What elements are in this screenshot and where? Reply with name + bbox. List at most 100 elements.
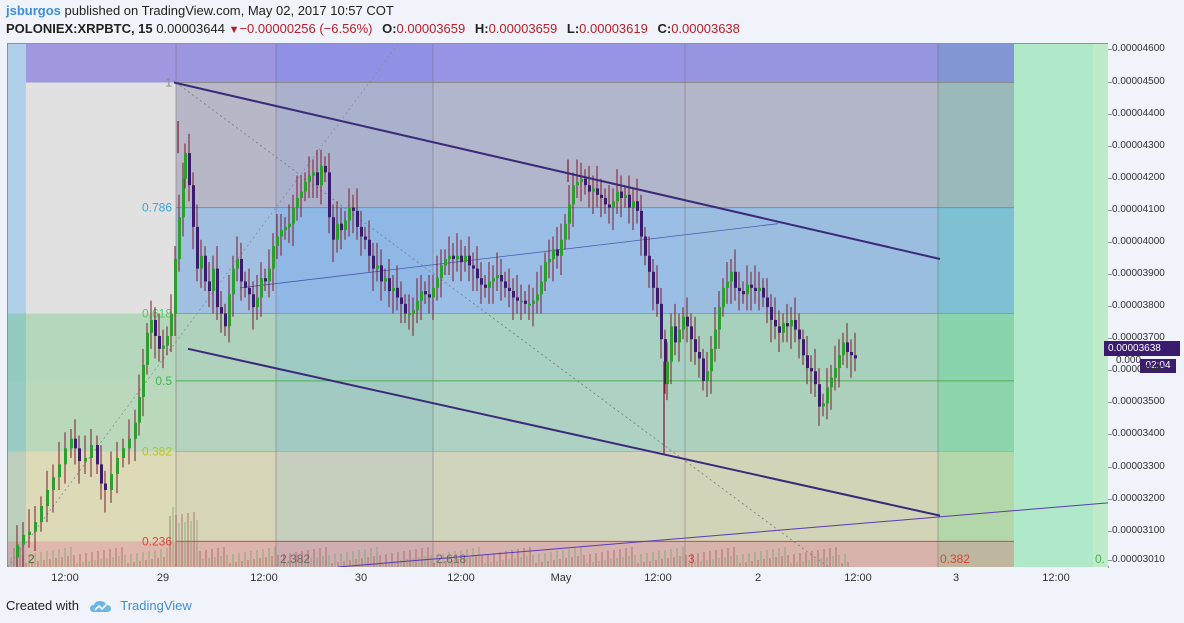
volume-bar: [154, 550, 156, 567]
price-tick-mark: [1108, 145, 1112, 147]
volume-bar: [652, 552, 654, 567]
time-tick-label: 29: [156, 572, 170, 584]
candle-body: [368, 239, 371, 256]
price-tick-mark: [1108, 241, 1112, 243]
volume-bar: [223, 547, 225, 567]
volume-bar: [628, 556, 630, 567]
fib-time-label: 0.: [1095, 552, 1105, 566]
close-value: 0.00003638: [671, 21, 740, 36]
candle-body: [608, 204, 611, 208]
volume-bar: [682, 547, 684, 567]
candle-body: [252, 294, 255, 308]
volume-bar: [313, 549, 315, 567]
candle-body: [300, 191, 303, 199]
candle-body: [16, 544, 19, 558]
candle-body: [666, 361, 669, 385]
candle-body: [714, 329, 717, 349]
candle-body: [188, 153, 191, 186]
open-value: 0.00003659: [396, 21, 466, 36]
candle-body: [826, 387, 829, 404]
author-link[interactable]: jsburgos: [6, 3, 61, 18]
volume-bar: [454, 551, 456, 567]
candle-body: [328, 172, 331, 218]
volume-bar: [676, 548, 678, 567]
volume-bar: [136, 553, 138, 567]
candle-body: [790, 319, 793, 327]
candle-body: [854, 355, 857, 359]
volume-bar: [427, 547, 429, 567]
candle-body: [352, 207, 355, 211]
candle-body: [702, 358, 705, 381]
volume-bar: [151, 559, 153, 567]
volume-bar: [745, 562, 747, 567]
candle-body: [544, 262, 547, 282]
last-price: 0.00003644: [156, 21, 225, 36]
volume-bar: [802, 561, 804, 567]
candle-body: [46, 489, 49, 507]
time-axis[interactable]: [7, 567, 1108, 589]
candle-body: [540, 281, 543, 295]
volume-bar: [19, 547, 21, 567]
candle-body: [248, 287, 251, 295]
volume-bar: [763, 559, 765, 567]
price-tick-label: 0.00004200: [1112, 171, 1165, 183]
volume-bar: [403, 551, 405, 567]
price-axis[interactable]: [1108, 43, 1184, 566]
volume-bar: [496, 561, 498, 567]
volume-bar: [385, 554, 387, 567]
chart-plot-area[interactable]: 1 0.786 0.618 0.5 0.382 0.236 2 2.382 2.618 3 0.38…: [7, 43, 1109, 568]
symbol-label: POLONIEX:XRPBTC, 15: [6, 21, 153, 36]
rising-trendline: [337, 502, 1108, 567]
volume-bar: [658, 551, 660, 567]
volume-bar: [319, 548, 321, 567]
candle-body: [624, 194, 627, 199]
candle-body: [288, 223, 291, 227]
candle-body: [468, 255, 471, 266]
volume-bar: [70, 547, 72, 567]
volume-bar: [469, 557, 471, 567]
volume-bar: [160, 549, 162, 567]
fib-time-label: 3: [688, 552, 695, 566]
volume-bar: [388, 562, 390, 567]
volume-bar: [511, 550, 513, 567]
volume-bar: [589, 554, 591, 567]
volume-bar: [286, 562, 288, 567]
tradingview-link[interactable]: TradingView: [120, 598, 192, 613]
price-chart[interactable]: 1 0.786 0.618 0.5 0.382 0.236 2 2.382 2.618 3 0.38…: [8, 44, 1108, 567]
volume-bar: [352, 551, 354, 567]
volume-bar: [619, 549, 621, 567]
candle-body: [636, 201, 639, 211]
volume-bar: [565, 558, 567, 567]
volume-bar: [532, 555, 534, 567]
volume-bar: [214, 557, 216, 567]
upper-channel-line: [173, 81, 941, 260]
candle-body: [224, 313, 227, 327]
volume-bar: [838, 555, 840, 567]
high-label: H:: [474, 21, 489, 36]
candle-body: [128, 438, 131, 449]
volume-bar: [343, 561, 345, 567]
volume-bar: [103, 550, 105, 567]
fib-band-4: [8, 380, 1014, 452]
volume-bar: [508, 559, 510, 567]
volume-bar: [703, 552, 705, 567]
volume-bar: [337, 562, 339, 567]
volume-bar: [514, 558, 516, 567]
mid-trendline: [239, 223, 779, 289]
candle-body: [292, 207, 295, 224]
price-tick-mark: [1108, 559, 1112, 561]
volume-bar: [790, 563, 792, 567]
volume-bar: [334, 554, 336, 567]
candle-body: [802, 339, 805, 356]
fib-level-label: 0.5: [155, 374, 172, 388]
fib-diagonal: [8, 44, 399, 567]
volume-bar: [265, 557, 267, 567]
candle-body: [332, 217, 335, 240]
volume-bar: [229, 563, 231, 567]
candle-body: [786, 323, 789, 327]
volume-bar: [238, 553, 240, 567]
candle-body: [508, 287, 511, 292]
volume-bar: [283, 554, 285, 567]
price-tick-mark: [1108, 530, 1112, 532]
volume-bar: [49, 559, 51, 567]
